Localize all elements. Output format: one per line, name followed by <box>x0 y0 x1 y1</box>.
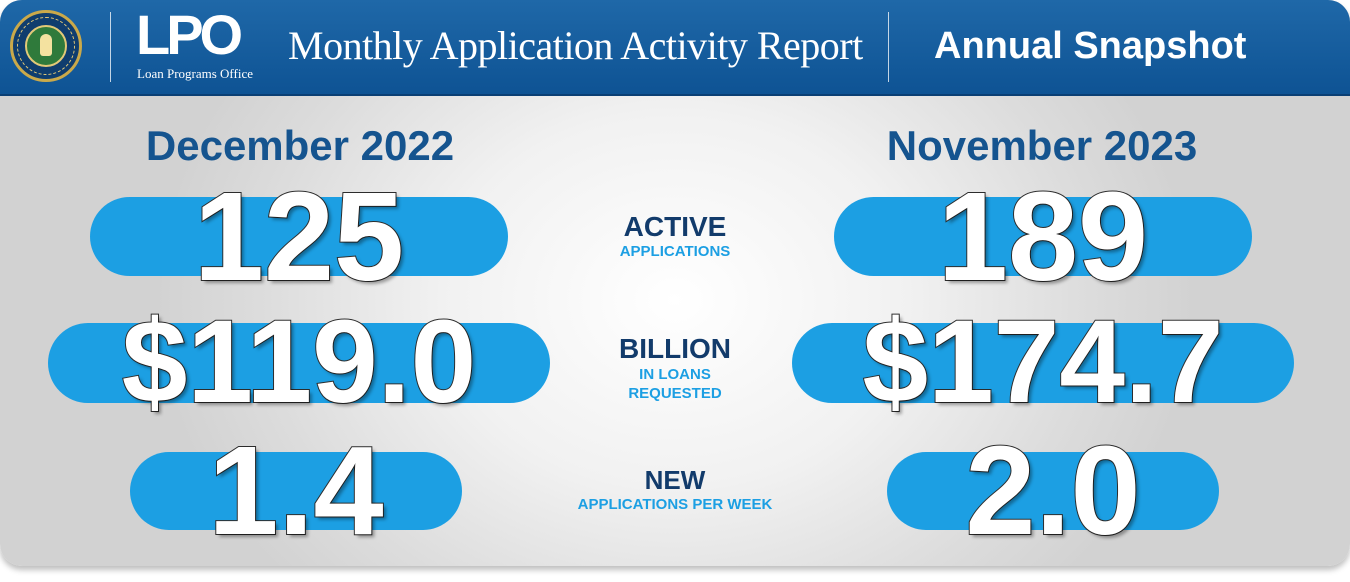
report-title: Monthly Application Activity Report <box>288 23 863 68</box>
snapshot-title: Annual Snapshot <box>934 25 1247 67</box>
left-new-pill <box>130 452 462 530</box>
header-divider-right <box>888 12 889 82</box>
active-subtitle: APPLICATIONS <box>619 243 731 260</box>
active-title: ACTIVE <box>623 211 727 242</box>
left-active-pill <box>90 197 508 276</box>
seal-center <box>25 25 67 67</box>
right-active-pill <box>834 197 1252 276</box>
right-billion-pill <box>792 323 1294 403</box>
new-title: NEW <box>644 465 706 495</box>
eagle-icon <box>40 34 52 56</box>
left-active-value: 125 <box>193 166 405 307</box>
right-new-value: 2.0 <box>964 420 1141 561</box>
right-active-value: 189 <box>937 166 1149 307</box>
billion-title: BILLION <box>619 333 731 364</box>
left-new-value: 1.4 <box>207 420 384 561</box>
billion-subtitle-1: IN LOANS <box>639 366 711 383</box>
left-billion-pill <box>48 323 550 403</box>
lpo-logo: LPO <box>136 3 243 66</box>
snapshot-card: LPO Loan Programs Office Monthly Applica… <box>0 0 1350 566</box>
right-billion-value: $174.7 <box>862 296 1225 428</box>
right-date: November 2023 <box>886 122 1198 169</box>
lpo-subtitle: Loan Programs Office <box>137 66 254 81</box>
header-divider-left <box>110 12 111 82</box>
left-date: December 2022 <box>145 122 455 169</box>
right-new-pill <box>887 452 1219 530</box>
left-billion-value: $119.0 <box>121 296 477 428</box>
seal-ring <box>17 17 75 75</box>
header-bar: LPO Loan Programs Office Monthly Applica… <box>0 0 1350 96</box>
billion-subtitle-2: REQUESTED <box>628 385 722 402</box>
doe-seal-icon <box>10 10 82 82</box>
new-subtitle: APPLICATIONS PER WEEK <box>577 496 773 513</box>
